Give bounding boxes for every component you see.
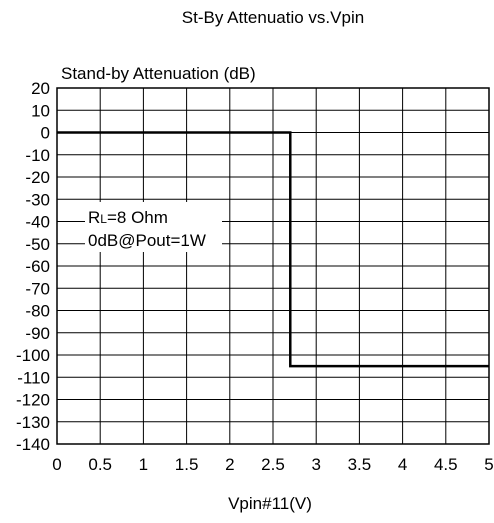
chart-annotation: RL=8 Ohm 0dB@Pout=1W xyxy=(85,202,222,252)
series-layer xyxy=(57,131,489,368)
x-tick-label: 1 xyxy=(139,455,148,474)
y-tick-label: -100 xyxy=(16,346,50,365)
y-tick-label: -130 xyxy=(16,413,50,432)
y-axis-tick-labels: 20 10 0 -10 -20 -30 -40 -50 -60 -70 -80 -90 -100 -110… xyxy=(16,79,50,454)
annotation-resistance: =8 Ohm xyxy=(107,208,168,227)
x-tick-label: 1.5 xyxy=(175,455,199,474)
y-tick-label: -140 xyxy=(16,435,50,454)
annotation-r: R xyxy=(88,208,100,227)
x-tick-label: 2 xyxy=(225,455,234,474)
y-tick-label: -70 xyxy=(25,279,50,298)
y-tick-label: 0 xyxy=(41,124,50,143)
x-tick-label: 3 xyxy=(311,455,320,474)
y-tick-label: -80 xyxy=(25,302,50,321)
y-tick-label: -120 xyxy=(16,391,50,410)
x-axis-title: Vpin#11(V) xyxy=(228,494,312,513)
series-line xyxy=(57,131,489,368)
x-axis-tick-labels: 0 0.5 1 1.5 2 2.5 3 3.5 4 4.5 5 xyxy=(52,455,493,474)
plot-frame xyxy=(56,87,490,445)
x-tick-label: 0.5 xyxy=(88,455,112,474)
x-tick-label: 3.5 xyxy=(348,455,372,474)
y-tick-label: 20 xyxy=(31,79,50,98)
y-tick-label: -40 xyxy=(25,213,50,232)
annotation-line-2: 0dB@Pout=1W xyxy=(88,231,206,250)
y-tick-label: 10 xyxy=(31,101,50,120)
y-tick-label: -50 xyxy=(25,235,50,254)
x-tick-label: 0 xyxy=(52,455,61,474)
grid-lines xyxy=(57,88,489,444)
x-tick-label: 4 xyxy=(398,455,407,474)
y-tick-label: -10 xyxy=(25,146,50,165)
y-axis-title: Stand-by Attenuation (dB) xyxy=(61,64,256,83)
y-tick-label: -110 xyxy=(17,368,50,387)
y-tick-label: -60 xyxy=(25,257,50,276)
chart-title: St-By Attenuatio vs.Vpin xyxy=(182,8,364,27)
annotation-subscript-l: L xyxy=(100,212,107,226)
y-tick-label: -20 xyxy=(25,168,50,187)
x-tick-label: 5 xyxy=(484,455,493,474)
x-tick-label: 4.5 xyxy=(434,455,458,474)
annotation-background xyxy=(85,202,222,252)
annotation-line-1: RL=8 Ohm xyxy=(88,208,168,227)
y-tick-label: -90 xyxy=(25,324,50,343)
y-tick-label: -30 xyxy=(25,190,50,209)
x-tick-label: 2.5 xyxy=(261,455,285,474)
